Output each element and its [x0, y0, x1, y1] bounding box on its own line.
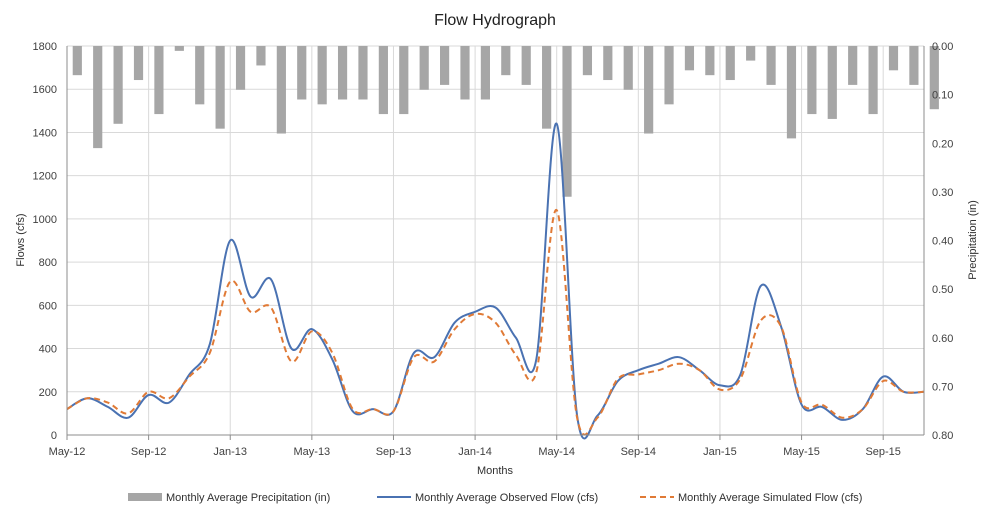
y2-tick-label: 0.00: [932, 41, 953, 53]
x-tick-label: May-12: [49, 446, 86, 458]
precipitation-bar: [133, 46, 144, 81]
precipitation-bar: [215, 46, 225, 129]
precipitation-bar: [419, 46, 429, 90]
precipitation-bar: [337, 46, 348, 100]
tick-labels: 0 200 400 600 800 1000 1200 1400 1600 1800 0.00 0.1…: [33, 41, 954, 458]
y2-tick-label: 0.80: [932, 430, 953, 442]
y2-axis-title: Precipitation (in): [967, 200, 979, 279]
precipitation-bar: [174, 46, 184, 51]
precipitation-bar: [72, 46, 82, 76]
legend: Monthly Average Precipitation (in) Monthl…: [128, 492, 862, 504]
x-axis-title: Months: [477, 465, 514, 477]
precipitation-bar: [888, 46, 899, 71]
x-tick-label: May-14: [538, 446, 575, 458]
precipitation-bar: [827, 46, 837, 119]
precipitation-bar: [725, 46, 735, 81]
precipitation-bar: [317, 46, 327, 105]
x-tick-label: Jan-14: [458, 446, 492, 458]
y2-tick-label: 0.50: [932, 284, 953, 296]
precipitation-bar: [664, 46, 674, 105]
precipitation-bar: [154, 46, 164, 115]
y-tick-label: 800: [39, 257, 57, 269]
precipitation-bar: [786, 46, 797, 139]
precipitation-bar: [929, 46, 939, 110]
y-tick-label: 1600: [33, 84, 57, 96]
chart-title: Flow Hydrograph: [434, 12, 556, 29]
y2-tick-label: 0.70: [932, 381, 953, 393]
y-tick-label: 1800: [33, 41, 57, 53]
y-axis-title: Flows (cfs): [15, 213, 27, 266]
precipitation-bar: [644, 46, 654, 134]
y2-tick-label: 0.10: [932, 90, 953, 102]
x-tick-label: Jan-15: [703, 446, 737, 458]
y-tick-label: 200: [39, 387, 57, 399]
y2-tick-label: 0.20: [932, 138, 953, 150]
precipitation-bar: [868, 46, 878, 115]
precipitation-bar: [623, 46, 633, 90]
y2-tick-label: 0.40: [932, 236, 953, 248]
simulated-flow-line: [66, 209, 925, 436]
precipitation-bar: [705, 46, 715, 76]
legend-swatch-precipitation: [128, 493, 162, 501]
y-tick-label: 1400: [33, 127, 57, 139]
y-tick-label: 400: [39, 344, 57, 356]
precipitation-bar: [562, 46, 572, 197]
precipitation-bar: [399, 46, 409, 115]
precipitation-bar: [297, 46, 307, 100]
precipitation-bar: [603, 46, 613, 81]
y-tick-label: 1000: [33, 214, 57, 226]
y2-tick-label: 0.60: [932, 333, 953, 345]
precipitation-bar: [480, 46, 490, 100]
precipitation-bar: [378, 46, 388, 115]
precipitation-bar: [195, 46, 205, 105]
precipitation-bar: [439, 46, 450, 85]
y-tick-label: 1200: [33, 171, 57, 183]
precipitation-bars: [72, 46, 939, 197]
x-tick-label: Jan-13: [213, 446, 247, 458]
x-tick-label: Sep-14: [621, 446, 656, 458]
precipitation-bar: [848, 46, 858, 85]
legend-label: Monthly Average Precipitation (in): [166, 492, 330, 504]
flow-lines: [66, 122, 925, 440]
precipitation-bar: [460, 46, 470, 100]
precipitation-bar: [909, 46, 919, 85]
y-tick-label: 0: [51, 430, 57, 442]
legend-label: Monthly Average Observed Flow (cfs): [415, 492, 598, 504]
precipitation-bar: [582, 46, 593, 76]
precipitation-bar: [521, 46, 531, 85]
precipitation-bar: [684, 46, 695, 71]
precipitation-bar: [276, 46, 286, 134]
y-tick-label: 600: [39, 300, 57, 312]
precipitation-bar: [501, 46, 511, 76]
precipitation-bar: [746, 46, 756, 61]
precipitation-bar: [358, 46, 368, 100]
precipitation-bar: [235, 46, 246, 90]
x-tick-label: Sep-12: [131, 446, 166, 458]
precipitation-bar: [766, 46, 776, 85]
precipitation-bar: [256, 46, 266, 66]
x-tick-label: May-13: [294, 446, 331, 458]
x-tick-label: May-15: [783, 446, 820, 458]
precipitation-bar: [542, 46, 552, 129]
legend-label: Monthly Average Simulated Flow (cfs): [678, 492, 862, 504]
precipitation-bar: [113, 46, 123, 124]
precipitation-bar: [807, 46, 817, 115]
precipitation-bar: [93, 46, 103, 149]
x-tick-label: Sep-13: [376, 446, 411, 458]
observed-flow-line: [66, 122, 925, 440]
y2-tick-label: 0.30: [932, 187, 953, 199]
x-tick-label: Sep-15: [865, 446, 900, 458]
axes: [66, 46, 925, 440]
